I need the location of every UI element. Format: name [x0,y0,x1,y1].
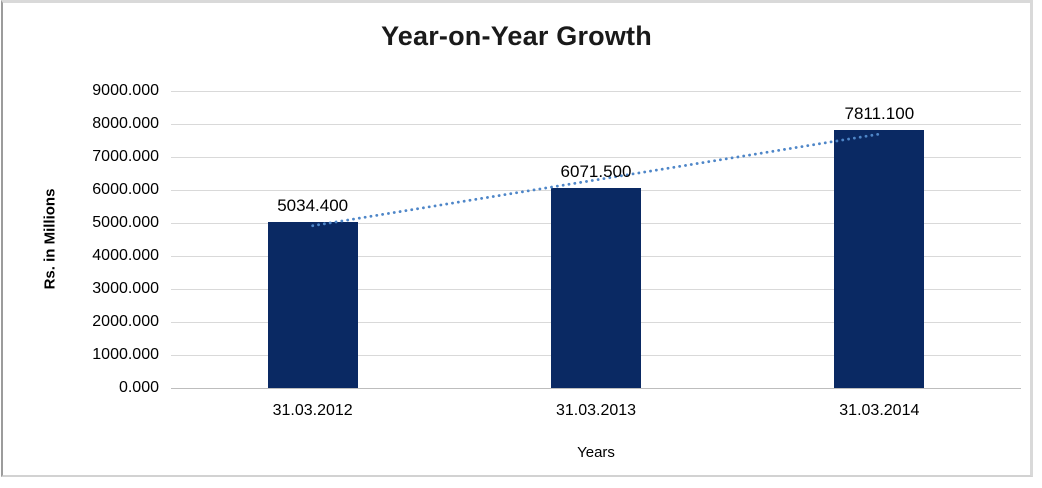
x-axis-title: Years [577,444,615,461]
bar-value-label: 6071.500 [560,161,632,181]
chart-title: Year-on-Year Growth [381,21,652,51]
chart-frame: Year-on-Year Growth Rs. in Millions 0.00… [1,0,1033,477]
y-axis-tick-label: 0.000 [118,379,159,396]
gridline [171,124,1021,125]
bar-value-label: 5034.400 [277,195,349,215]
x-axis-tick-label: 31.03.2012 [272,402,353,419]
x-axis-tick-label: 31.03.2014 [839,402,920,419]
y-axis-tick-label: 8000.000 [92,115,159,132]
bar-31.03.2014 [834,130,925,388]
y-axis-tick-label: 4000.000 [92,247,159,264]
y-axis-tick-label: 3000.000 [92,280,159,297]
plot-area [171,91,1021,389]
y-axis-tick-label: 6000.000 [92,181,159,198]
y-axis-tick-label: 2000.000 [92,313,159,330]
y-axis-tick-label: 5000.000 [92,214,159,231]
y-axis-tick-label: 1000.000 [92,346,159,363]
bar-31.03.2013 [551,187,641,388]
y-axis-tick-label: 7000.000 [92,148,159,165]
gridline [171,157,1021,158]
y-axis-tick-label: 9000.000 [92,82,159,99]
trendline [311,132,881,228]
x-axis-tick-label: 31.03.2013 [555,402,637,419]
y-axis-title: Rs. in Millions [41,188,59,290]
gridline [171,91,1021,92]
bar-31.03.2012 [267,221,358,388]
bar-value-label: 7811.100 [844,104,915,124]
